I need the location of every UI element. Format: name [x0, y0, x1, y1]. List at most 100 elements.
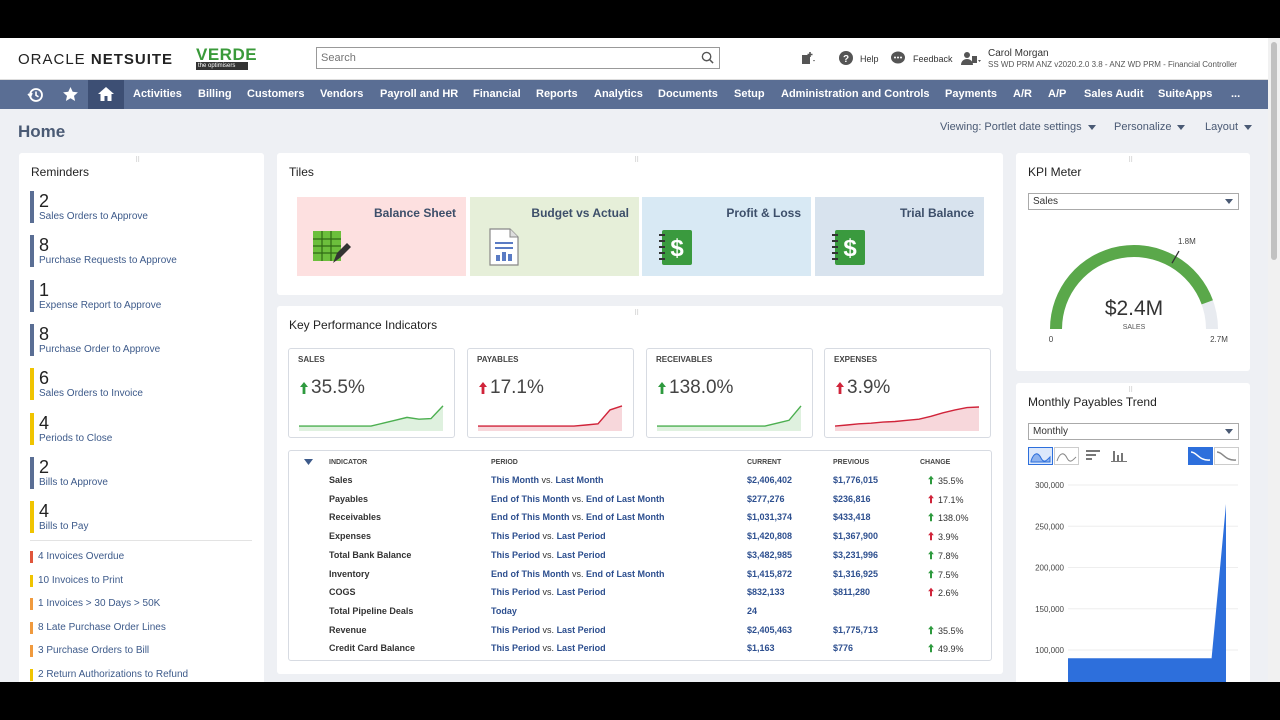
kpi-current-value[interactable]: $1,163 — [747, 643, 775, 654]
drag-handle-icon[interactable]: ⠿ — [634, 157, 641, 164]
reminder-sales-orders-to-approve[interactable]: 2 Sales Orders to Approve — [30, 191, 240, 223]
chart-type-area-button[interactable] — [1028, 447, 1053, 465]
nav-item-analytics[interactable]: Analytics — [594, 88, 643, 100]
kpi-card-payables[interactable]: PAYABLES 17.1% — [467, 348, 634, 438]
kpi-period[interactable]: Today — [491, 606, 517, 616]
kpi-period[interactable]: This Period vs. Last Period — [491, 550, 606, 560]
drag-handle-icon[interactable]: ⠿ — [1128, 157, 1135, 164]
kpi-row-credit-card-balance[interactable]: Credit Card Balance This Period vs. Last … — [289, 640, 991, 658]
kpi-previous-value[interactable]: $1,316,925 — [833, 568, 879, 579]
kpi-row-cogs[interactable]: COGS This Period vs. Last Period $832,133 $… — [289, 584, 991, 602]
nav-item-financial[interactable]: Financial — [473, 88, 521, 100]
page-scrollbar[interactable] — [1268, 38, 1280, 682]
header-indicator[interactable]: INDICATOR — [329, 459, 368, 466]
header-current[interactable]: CURRENT — [747, 459, 782, 466]
kpi-period[interactable]: End of This Month vs. End of Last Month — [491, 512, 665, 522]
nav-item-reports[interactable]: Reports — [536, 88, 578, 100]
search-input[interactable] — [317, 48, 687, 68]
kpi-current-value[interactable]: 24 — [747, 605, 758, 616]
search-icon[interactable] — [701, 51, 714, 64]
kpi-previous-value[interactable]: $1,775,713 — [833, 624, 879, 635]
reminder-purchase-order-to-approve[interactable]: 8 Purchase Order to Approve — [30, 323, 240, 356]
nav-item-more[interactable]: ... — [1231, 88, 1241, 100]
tile-profit-and-loss[interactable]: Profit & Loss $ — [642, 197, 811, 276]
drag-handle-icon[interactable]: ⠿ — [634, 310, 641, 317]
kpi-card-expenses[interactable]: EXPENSES 3.9% — [824, 348, 991, 438]
nav-item-payroll-and-hr[interactable]: Payroll and HR — [380, 88, 459, 100]
header-previous[interactable]: PREVIOUS — [833, 459, 870, 466]
kpi-current-value[interactable]: $1,420,808 — [747, 531, 793, 542]
oracle-netsuite-logo[interactable]: ORACLE NETSUITE — [18, 51, 173, 68]
kpi-period[interactable]: End of This Month vs. End of Last Month — [491, 569, 665, 579]
reminder-alert-1-invoices-30-days-50k[interactable]: 1 Invoices > 30 Days > 50K — [30, 598, 250, 610]
kpi-period[interactable]: This Period vs. Last Period — [491, 643, 606, 653]
kpi-row-sales[interactable]: Sales This Month vs. Last Month $2,406,402… — [289, 472, 991, 490]
kpi-row-receivables[interactable]: Receivables End of This Month vs. End of … — [289, 509, 991, 527]
reminder-alert-2-return-authorizations-to-refund[interactable]: 2 Return Authorizations to Refund — [30, 668, 250, 681]
kpi-current-value[interactable]: $1,415,872 — [747, 568, 793, 579]
kpi-period[interactable]: This Period vs. Last Period — [491, 625, 606, 635]
nav-item-customers[interactable]: Customers — [247, 88, 305, 100]
reminder-alert-4-invoices-overdue[interactable]: 4 Invoices Overdue — [30, 551, 250, 563]
help-link[interactable]: Help — [860, 54, 879, 64]
kpi-previous-value[interactable]: $433,418 — [833, 512, 871, 523]
tile-trial-balance[interactable]: Trial Balance $ — [815, 197, 984, 276]
reminder-sales-orders-to-invoice[interactable]: 6 Sales Orders to Invoice — [30, 368, 240, 401]
kpi-current-value[interactable]: $832,133 — [747, 587, 785, 598]
drag-handle-icon[interactable]: ⠿ — [1128, 387, 1135, 394]
chart-type-line-button[interactable] — [1054, 447, 1079, 465]
tile-budget-vs-actual[interactable]: Budget vs Actual — [470, 197, 639, 276]
create-new-icon[interactable] — [800, 50, 816, 66]
user-roles-icon[interactable] — [960, 50, 982, 66]
feedback-icon[interactable] — [890, 50, 906, 66]
kpi-previous-value[interactable]: $3,231,996 — [833, 549, 879, 560]
kpi-period[interactable]: This Period vs. Last Period — [491, 587, 606, 597]
tile-balance-sheet[interactable]: Balance Sheet — [297, 197, 466, 276]
nav-item-activities[interactable]: Activities — [133, 88, 182, 100]
nav-item-setup[interactable]: Setup — [734, 88, 765, 100]
kpi-row-total-bank-balance[interactable]: Total Bank Balance This Period vs. Last P… — [289, 547, 991, 565]
kpi-current-value[interactable]: $2,405,463 — [747, 624, 793, 635]
kpi-card-sales[interactable]: SALES 35.5% — [288, 348, 455, 438]
chart-style-alt-button[interactable] — [1214, 447, 1239, 465]
kpi-previous-value[interactable]: $811,280 — [833, 587, 871, 598]
scrollbar-thumb[interactable] — [1271, 42, 1277, 260]
nav-item-billing[interactable]: Billing — [198, 88, 232, 100]
reminder-bills-to-approve[interactable]: 2 Bills to Approve — [30, 456, 240, 489]
help-icon[interactable]: ? — [838, 50, 854, 66]
kpi-previous-value[interactable]: $776 — [833, 643, 854, 654]
kpi-period[interactable]: This Month vs. Last Month — [491, 475, 604, 485]
collapse-caret-icon[interactable] — [304, 459, 313, 465]
nav-item-a-r[interactable]: A/R — [1013, 88, 1032, 100]
nav-item-a-p[interactable]: A/P — [1048, 88, 1067, 100]
kpi-previous-value[interactable]: $1,776,015 — [833, 475, 879, 485]
reminder-periods-to-close[interactable]: 4 Periods to Close — [30, 412, 240, 445]
drag-handle-icon[interactable]: ⠿ — [135, 157, 142, 164]
kpi-meter-select[interactable]: Sales — [1028, 193, 1239, 210]
reminder-expense-report-to-approve[interactable]: 1 Expense Report to Approve — [30, 279, 240, 312]
header-period[interactable]: PERIOD — [491, 459, 518, 466]
header-change[interactable]: CHANGE — [920, 459, 951, 466]
reminder-alert-3-purchase-orders-to-bill[interactable]: 3 Purchase Orders to Bill — [30, 645, 250, 657]
reminder-bills-to-pay[interactable]: 4 Bills to Pay — [30, 501, 240, 534]
nav-item-suiteapps[interactable]: SuiteApps — [1158, 88, 1213, 100]
kpi-previous-value[interactable]: $1,367,900 — [833, 531, 879, 542]
kpi-current-value[interactable]: $3,482,985 — [747, 549, 793, 560]
kpi-row-revenue[interactable]: Revenue This Period vs. Last Period $2,405… — [289, 622, 991, 640]
user-role[interactable]: SS WD PRM ANZ v2020.2.0 3.8 - ANZ WD PRM… — [988, 60, 1237, 69]
viewing-portlet-date-settings[interactable]: Viewing: Portlet date settings — [940, 121, 1096, 133]
nav-item-sales-audit[interactable]: Sales Audit — [1084, 88, 1144, 100]
reminder-purchase-requests-to-approve[interactable]: 8 Purchase Requests to Approve — [30, 235, 240, 268]
chart-type-hbar-button[interactable] — [1082, 447, 1107, 465]
nav-item-payments[interactable]: Payments — [945, 88, 997, 100]
feedback-link[interactable]: Feedback — [913, 54, 953, 64]
nav-item-documents[interactable]: Documents — [658, 88, 718, 100]
shortcuts-star-icon[interactable] — [62, 86, 79, 103]
kpi-current-value[interactable]: $277,276 — [747, 493, 785, 504]
kpi-period[interactable]: This Period vs. Last Period — [491, 531, 606, 541]
reminder-alert-10-invoices-to-print[interactable]: 10 Invoices to Print — [30, 574, 250, 587]
user-name[interactable]: Carol Morgan — [988, 48, 1049, 59]
chart-style-smooth-button[interactable] — [1188, 447, 1213, 465]
home-tab[interactable] — [88, 80, 124, 109]
kpi-card-receivables[interactable]: RECEIVABLES 138.0% — [646, 348, 813, 438]
